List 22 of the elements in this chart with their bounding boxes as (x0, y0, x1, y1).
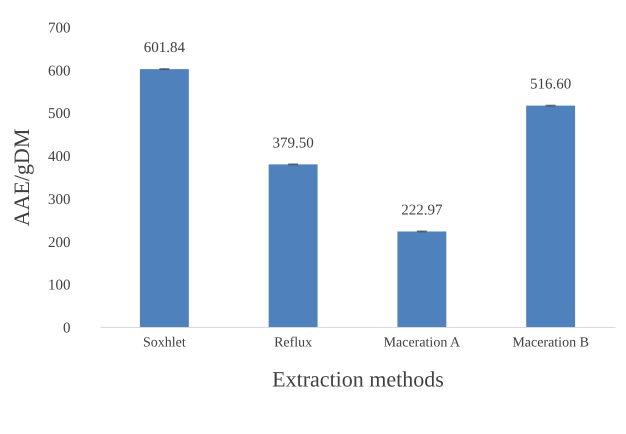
data-label: 601.84 (144, 40, 186, 56)
bar (268, 164, 318, 327)
data-label: 516.60 (530, 76, 572, 93)
y-tick-label: 400 (48, 149, 70, 166)
data-label: 222.97 (401, 202, 443, 218)
x-tick-label: Maceration B (512, 336, 589, 350)
y-tick-label: 100 (48, 278, 70, 294)
y-axis-title: AAE/gDM (9, 128, 34, 226)
data-label: 379.50 (272, 135, 314, 152)
y-tick-label: 500 (48, 106, 70, 122)
y-tick-label: 700 (48, 20, 70, 36)
y-tick-label: 300 (48, 192, 70, 208)
y-tick-label: 600 (48, 63, 70, 80)
bar (397, 231, 446, 327)
bar (526, 106, 576, 327)
x-tick-label: Maceration A (384, 336, 462, 350)
x-axis-title: Extraction methods (272, 366, 444, 392)
y-tick-label: 0 (63, 320, 70, 336)
x-tick-label: Soxhlet (142, 336, 186, 350)
y-tick-label: 200 (48, 234, 70, 251)
bar (140, 69, 189, 327)
x-tick-label: Reflux (274, 336, 312, 350)
